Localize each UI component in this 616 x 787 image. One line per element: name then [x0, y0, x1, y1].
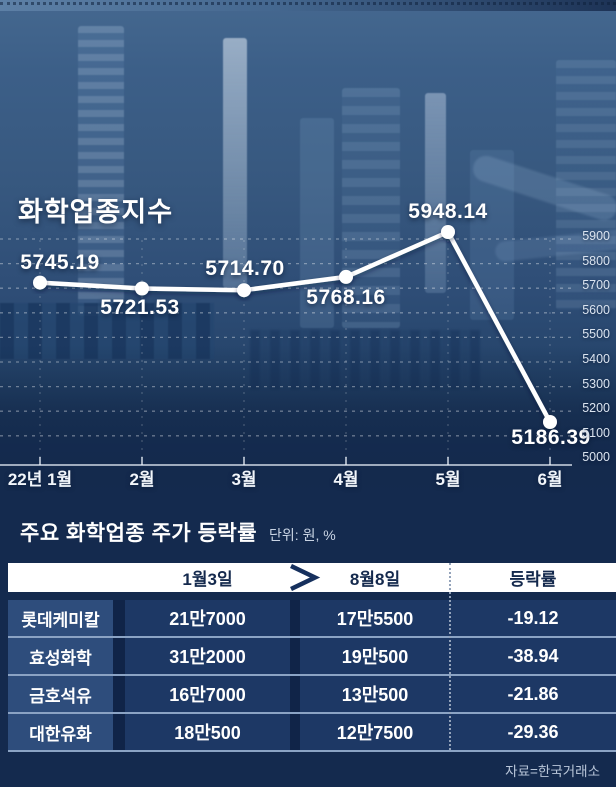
- table-row: 롯데케미칼 21만7000 17만5500 -19.12: [8, 600, 616, 636]
- table-body: 롯데케미칼 21만7000 17만5500 -19.12 효성화학 31만2000 19만5…: [8, 600, 616, 752]
- refinery-tower: [342, 88, 400, 328]
- refinery-tower: [470, 150, 514, 320]
- index-line-chart: 화학업종지수 5745.19 5721.53 5714.70 5768.16 5948.…: [0, 0, 616, 505]
- refinery-chimney: [425, 93, 446, 293]
- data-source: 자료=한국거래소: [505, 764, 600, 779]
- column-gap: [290, 714, 300, 750]
- change-rate-cell: -19.12: [450, 600, 616, 636]
- x-axis-month-label: 2월: [129, 470, 155, 489]
- column-gap: [113, 638, 125, 674]
- y-axis-tick-label: 5800: [582, 253, 610, 268]
- col-header-jan3: 1월3일: [182, 570, 233, 589]
- stock-name-cell: 대한유화: [8, 714, 113, 750]
- chart-canvas: [0, 225, 572, 466]
- refinery-tower: [300, 118, 334, 328]
- unit-label: 단위: 원, %: [269, 527, 336, 543]
- point-value-label: 5948.14: [408, 200, 488, 223]
- table-title-row: 주요 화학업종 주가 등락률 단위: 원, %: [20, 517, 336, 547]
- column-gap: [113, 600, 125, 636]
- point-value-label: 5745.19: [20, 250, 100, 274]
- y-axis-tick-label: 5300: [582, 376, 610, 391]
- price-jan3-cell: 18만500: [125, 714, 290, 750]
- y-axis-tick-label: 5400: [582, 352, 610, 366]
- chart-title: 화학업종지수: [18, 197, 174, 227]
- y-axis-tick-label: 5600: [582, 302, 610, 317]
- column-gap: [113, 676, 125, 712]
- y-axis-tick-label: 5000: [582, 450, 610, 465]
- price-jan3-cell: 21만7000: [125, 600, 290, 636]
- y-axis-tick-label: 5200: [582, 401, 610, 416]
- column-gap: [113, 714, 125, 750]
- stock-name-cell: 금호석유: [8, 676, 113, 712]
- price-aug8-cell: 19만500: [300, 638, 450, 674]
- price-aug8-cell: 13만500: [300, 676, 450, 712]
- x-axis-month-label: 3월: [231, 470, 257, 489]
- point-value-label: 5714.70: [205, 257, 285, 281]
- x-axis-month-label: 4월: [333, 470, 359, 489]
- price-jan3-cell: 31만2000: [125, 638, 290, 674]
- refinery-chimney: [223, 38, 247, 288]
- x-axis-month-label: 6월: [537, 470, 563, 489]
- ground-shadow: [0, 345, 616, 505]
- x-axis: [0, 457, 572, 466]
- price-jan3-cell: 16만7000: [125, 676, 290, 712]
- table-title: 주요 화학업종 주가 등락률: [20, 522, 258, 545]
- stock-name-cell: 롯데케미칼: [8, 600, 113, 636]
- y-axis-tick-label: 5100: [582, 425, 610, 440]
- col-header-aug8: 8월8일: [349, 570, 401, 589]
- point-value-label: 5721.53: [100, 295, 180, 319]
- refinery-photo-background: [0, 0, 616, 505]
- price-aug8-cell: 17만5500: [300, 600, 450, 636]
- point-value-label: 5768.16: [306, 285, 386, 309]
- column-gap: [290, 600, 300, 636]
- refinery-tower: [78, 26, 124, 316]
- table-row: 금호석유 16만7000 13만500 -21.86: [8, 676, 616, 712]
- y-axis-tick-label: 5700: [582, 278, 610, 293]
- column-gap: [290, 638, 300, 674]
- change-rate-cell: -38.94: [450, 638, 616, 674]
- refinery-tower: [556, 60, 616, 310]
- stock-name-cell: 효성화학: [8, 638, 113, 674]
- price-change-table-section: 주요 화학업종 주가 등락률 단위: 원, % 1월3일 8월8일 등락률 롯데…: [0, 505, 616, 787]
- price-table: 1월3일 8월8일 등락률 롯데케미칼 21만7000 17만5500 -19.12 효…: [8, 563, 616, 752]
- table-row: 대한유화 18만500 12만7500 -29.36: [8, 714, 616, 750]
- top-dotted-line: [0, 2, 616, 5]
- column-gap: [290, 676, 300, 712]
- y-axis-tick-label: 5900: [582, 229, 610, 243]
- dotted-column-divider: [449, 563, 451, 750]
- change-rate-cell: -21.86: [450, 676, 616, 712]
- table-header: 1월3일 8월8일 등락률: [8, 563, 616, 592]
- x-axis-month-label: 22년 1월: [7, 470, 73, 489]
- x-axis-month-label: 5월: [435, 470, 461, 489]
- table-row: 효성화학 31만2000 19만500 -38.94: [8, 638, 616, 674]
- change-rate-cell: -29.36: [450, 714, 616, 750]
- y-axis-tick-label: 5500: [582, 327, 610, 342]
- point-value-label: 5186.39: [511, 425, 591, 449]
- col-header-change: 등락률: [509, 570, 557, 589]
- price-aug8-cell: 12만7500: [300, 714, 450, 750]
- index-series-line: [33, 225, 557, 429]
- photo-top-strip: [0, 0, 616, 11]
- chevron-right-icon: [290, 564, 321, 591]
